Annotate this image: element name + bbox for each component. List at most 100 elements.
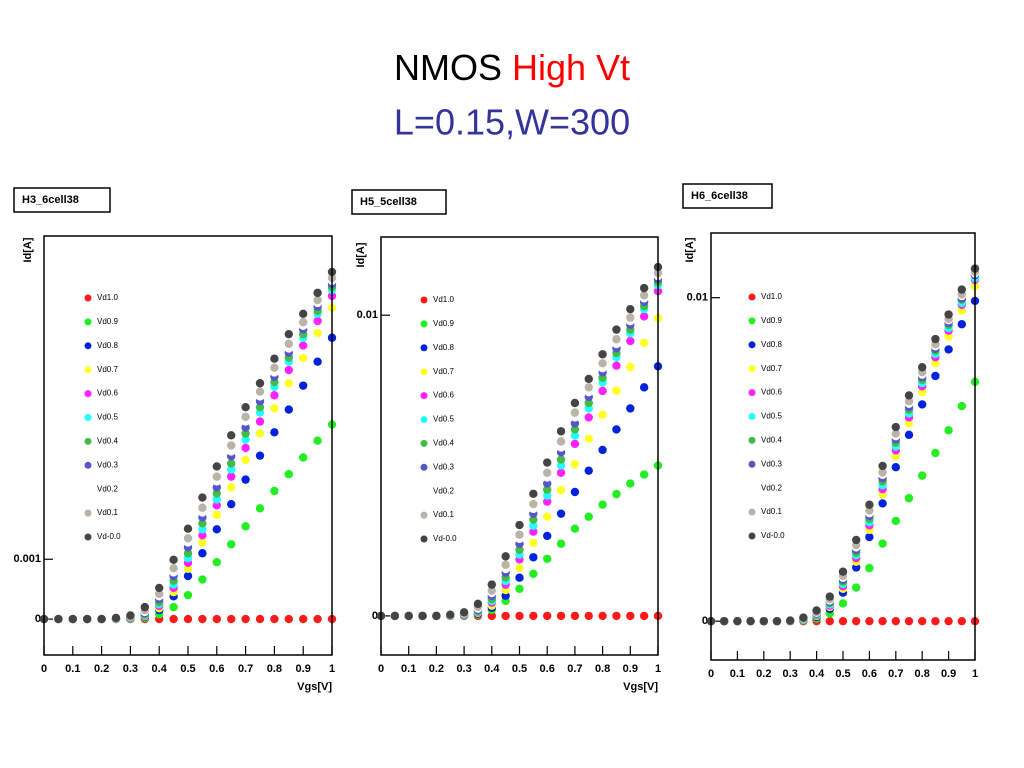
data-point <box>183 590 193 600</box>
legend-label: Vd0.1 <box>433 510 454 519</box>
chart-title: H5_5cell38 <box>360 196 417 208</box>
data-point <box>556 539 566 548</box>
data-point <box>183 571 193 581</box>
data-point <box>626 313 635 322</box>
legend-label: Vd0.4 <box>761 436 782 445</box>
data-point <box>227 465 236 474</box>
slide-title: NMOS High Vt <box>394 47 630 88</box>
data-point <box>432 611 441 621</box>
data-point <box>639 611 649 621</box>
data-point <box>212 510 221 520</box>
data-point <box>639 383 649 392</box>
data-point <box>270 354 279 363</box>
data-point <box>918 387 927 397</box>
plot-frame <box>43 235 333 656</box>
data-point <box>904 397 914 406</box>
data-point <box>746 616 755 626</box>
legend-label: Vd0.6 <box>433 391 454 400</box>
data-point <box>169 602 178 612</box>
data-point <box>169 564 178 573</box>
data-point <box>786 616 795 625</box>
data-point <box>904 419 914 428</box>
chart: H3_6cell38 Id[A] Vgs[V] 0 0.1 0.2 0.3 0.4 0.5 0.6… <box>13 187 337 693</box>
legend-marker <box>420 392 428 400</box>
data-point <box>543 531 552 541</box>
data-point <box>918 363 927 372</box>
data-point <box>584 434 593 443</box>
data-point <box>598 500 607 509</box>
data-point <box>957 306 966 315</box>
data-point <box>891 516 900 526</box>
legend-marker <box>420 320 428 328</box>
data-point <box>639 291 649 300</box>
data-point <box>957 401 966 411</box>
data-point <box>183 564 193 574</box>
data-point <box>284 614 293 624</box>
legend-marker <box>748 484 756 492</box>
data-point <box>155 589 164 599</box>
x-tick-label: 1 <box>972 668 978 680</box>
data-point <box>626 404 635 413</box>
data-point <box>270 614 279 624</box>
data-point <box>543 611 552 621</box>
legend-label: Vd1.0 <box>761 292 782 301</box>
data-point <box>97 614 106 624</box>
data-point <box>556 443 566 452</box>
data-point <box>212 495 221 504</box>
data-point <box>284 379 293 388</box>
x-tick-label: 0.9 <box>296 663 311 675</box>
data-point <box>212 489 221 498</box>
legend-label: Vd0.4 <box>433 439 454 448</box>
data-point <box>284 405 293 414</box>
data-point <box>227 472 236 481</box>
data-point <box>626 611 635 621</box>
data-point <box>878 499 887 508</box>
legend-label: Vd1.0 <box>433 295 454 304</box>
data-point <box>944 616 953 626</box>
chart: H5_5cell38 Id[A] Vgs[V] 0 0.1 0.2 0.3 0.4 0.5 0.6… <box>351 189 663 693</box>
data-point <box>944 332 953 341</box>
data-point <box>626 336 635 346</box>
legend-marker <box>84 461 92 469</box>
x-tick-label: 0.4 <box>809 668 825 680</box>
data-point <box>198 575 207 584</box>
data-point <box>212 462 221 471</box>
y-tick-label: 0 <box>35 613 41 625</box>
data-point <box>487 611 496 621</box>
data-point <box>612 489 621 499</box>
data-point <box>515 520 524 530</box>
data-point <box>198 614 207 624</box>
y-tick-label: 0 <box>702 615 708 627</box>
data-point <box>212 501 221 510</box>
data-point <box>772 616 782 626</box>
data-point <box>626 304 635 314</box>
data-point <box>543 458 552 467</box>
data-point <box>825 592 834 601</box>
data-point <box>183 524 193 533</box>
data-point <box>198 549 207 558</box>
data-point <box>556 468 566 477</box>
x-tick-label: 0.2 <box>756 668 771 680</box>
x-tick-label: 0.9 <box>623 663 638 675</box>
x-tick-label: 0.2 <box>429 663 444 675</box>
legend-marker <box>420 511 428 519</box>
data-point <box>241 443 250 453</box>
data-point <box>198 525 207 534</box>
data-point <box>612 386 621 395</box>
data-point <box>838 567 848 576</box>
x-tick-label: 1 <box>329 663 335 675</box>
data-point <box>852 583 861 592</box>
data-point <box>556 427 566 436</box>
data-point <box>904 391 914 400</box>
legend-label: Vd0.2 <box>761 483 782 492</box>
data-point <box>313 436 322 445</box>
y-axis-label: Id[A] <box>355 242 367 267</box>
legend-label: Vd0.2 <box>433 486 454 495</box>
x-axis-label: Vgs[V] <box>297 681 332 693</box>
data-point <box>111 613 121 623</box>
data-point <box>227 431 236 440</box>
data-point <box>639 338 649 348</box>
x-tick-label: 0 <box>708 668 714 680</box>
data-point <box>198 531 207 540</box>
legend-label: Vd-0.0 <box>97 532 121 541</box>
